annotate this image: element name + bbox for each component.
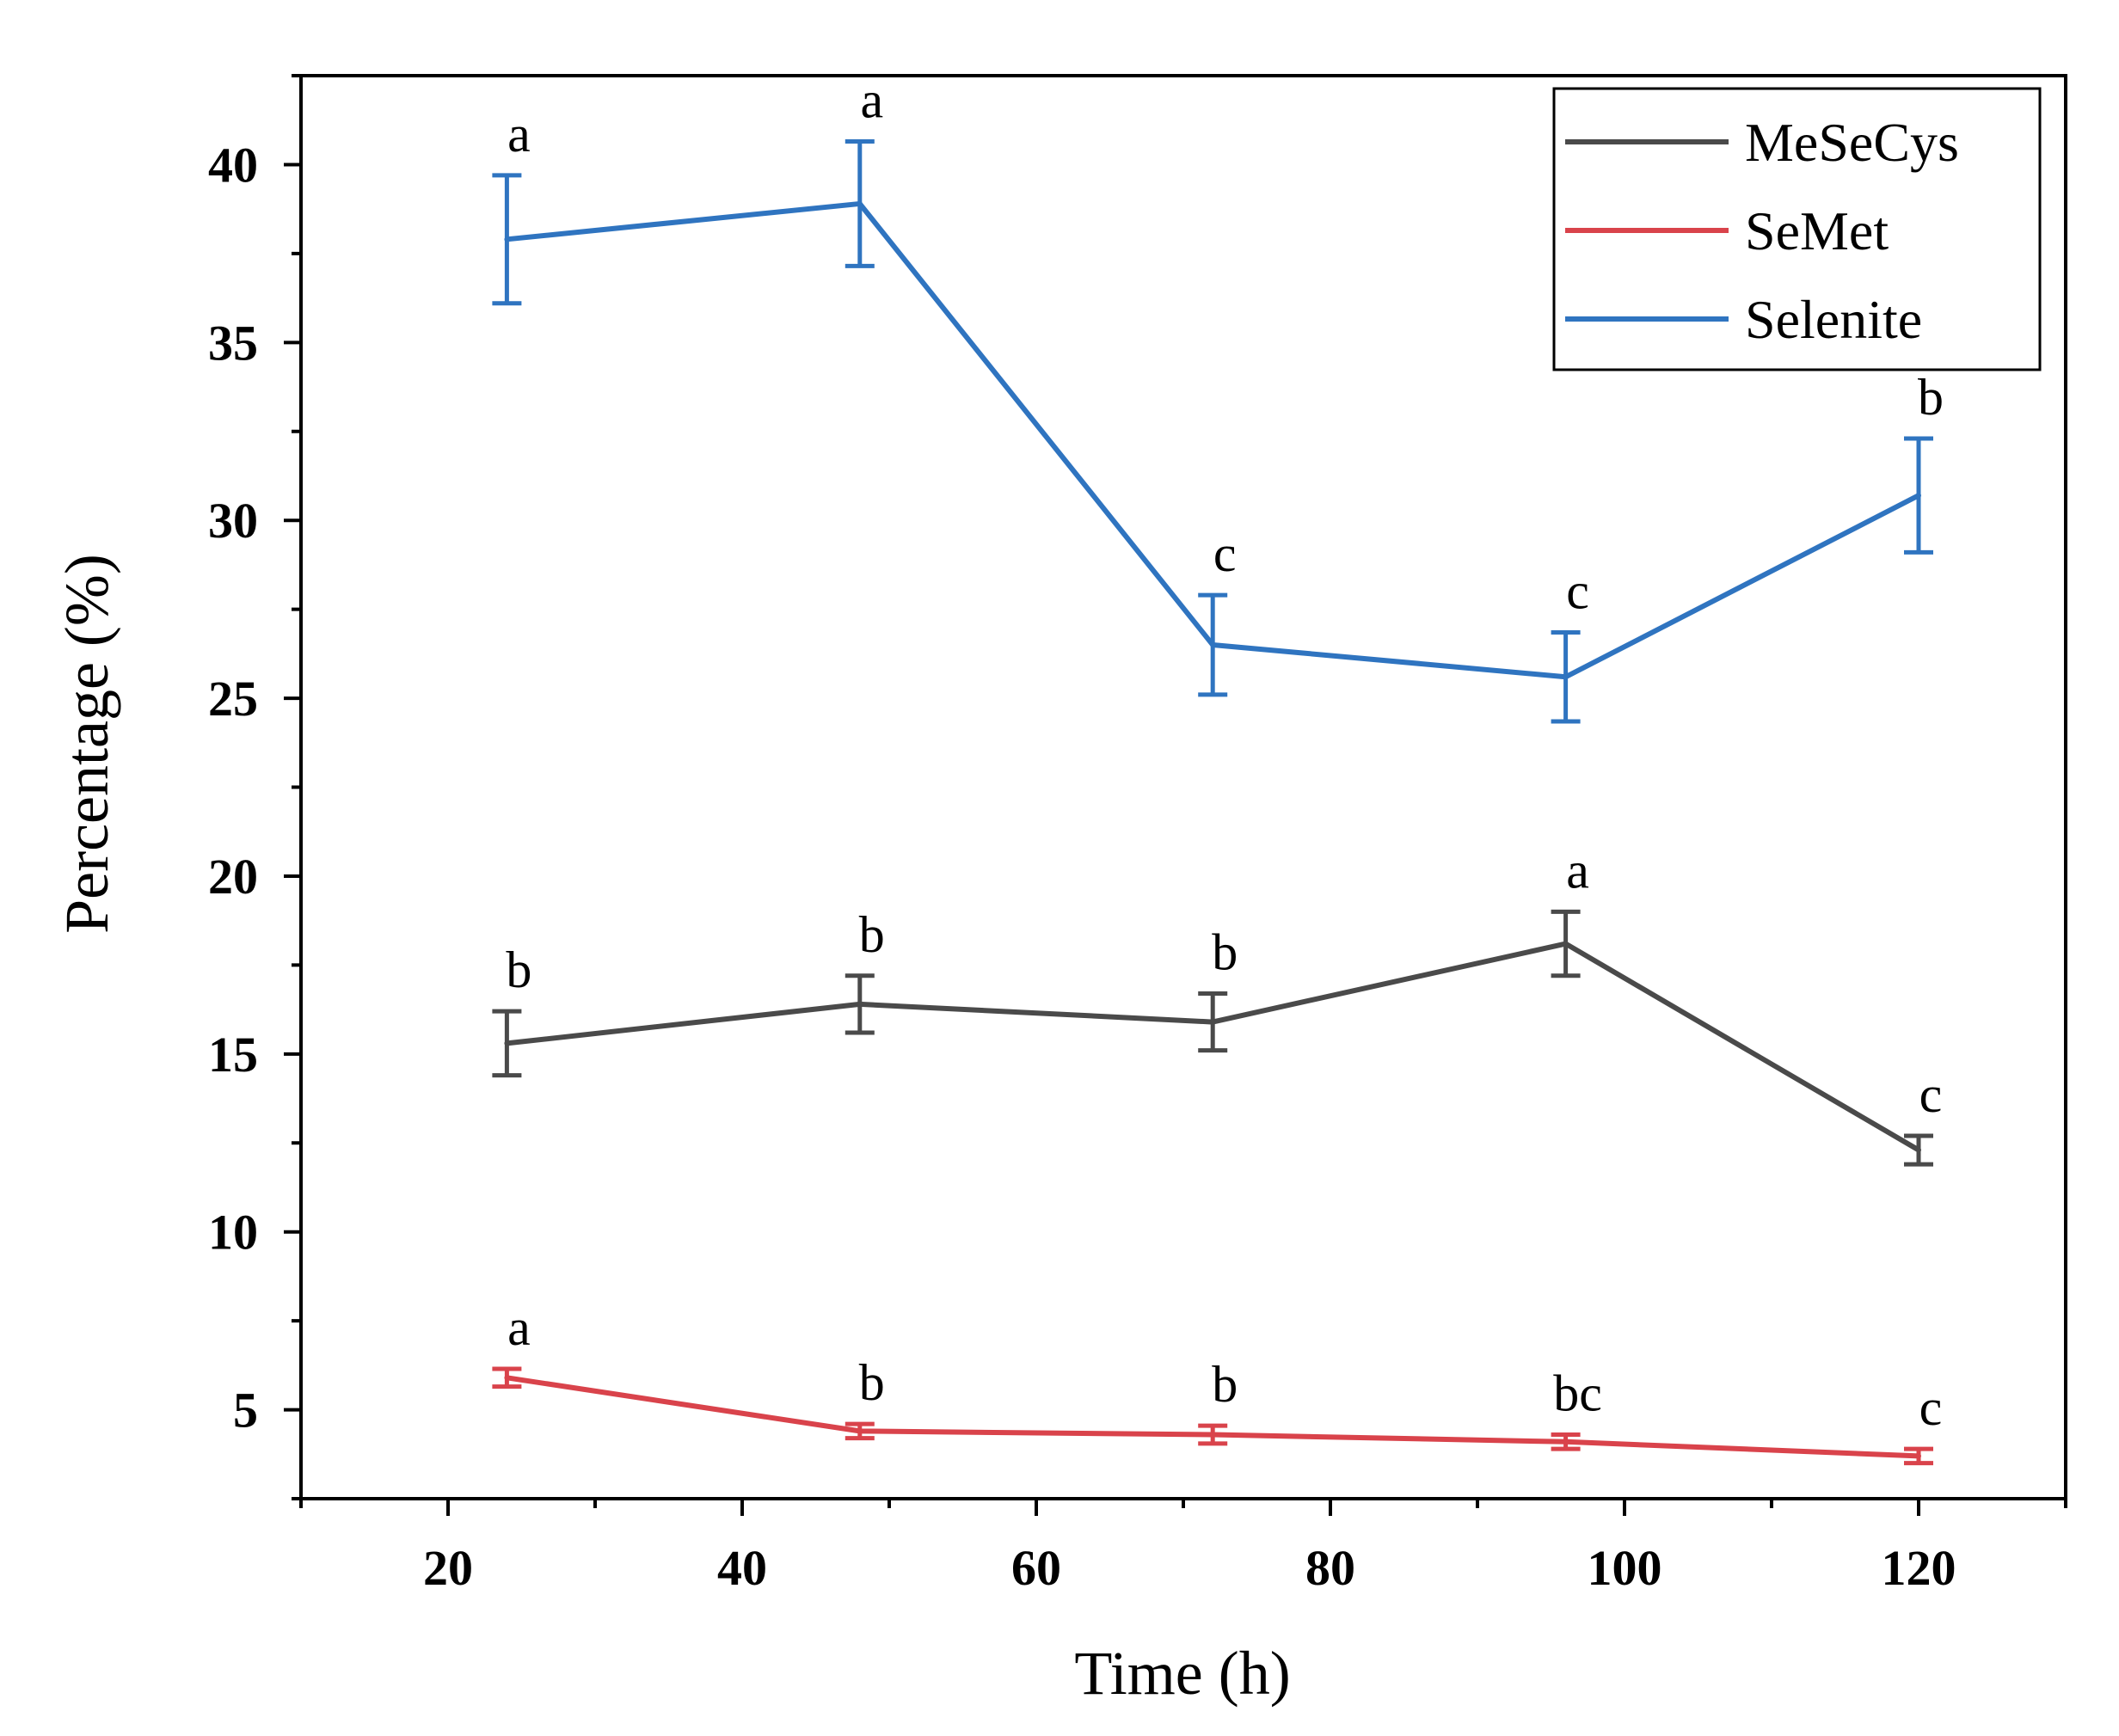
y-tick-label: 20: [208, 849, 258, 905]
legend-label: Selenite: [1745, 289, 1922, 350]
x-tick-label: 40: [717, 1540, 767, 1596]
data-point: [857, 1428, 863, 1434]
significance-label: b: [859, 906, 885, 963]
significance-label: b: [506, 942, 531, 998]
y-tick-label: 5: [233, 1383, 258, 1438]
y-tick-label: 30: [208, 493, 258, 549]
y-axis-title: Percentage (%): [52, 554, 121, 934]
series-mesecys: b b b a c: [492, 842, 1943, 1167]
data-point: [857, 1001, 863, 1007]
data-point: [1916, 1453, 1921, 1459]
significance-label: a: [507, 106, 531, 163]
data-point: [1210, 1019, 1216, 1025]
significance-label: c: [1919, 1379, 1943, 1436]
data-point: [1210, 1432, 1216, 1438]
significance-label: b: [1918, 369, 1944, 426]
series-selenite: a a c c b: [492, 72, 1944, 724]
y-tick-label: 10: [208, 1205, 258, 1261]
data-point: [504, 236, 510, 242]
x-axis-title: Time (h): [1074, 1639, 1290, 1708]
plot-marks: b b b a c a b b bc c a a c c b: [492, 72, 1944, 1466]
data-point: [1916, 493, 1921, 499]
legend: MeSeCys SeMet Selenite: [1552, 87, 2042, 371]
y-tick-label: 40: [208, 137, 258, 193]
legend-label: MeSeCys: [1745, 112, 1959, 173]
data-point: [504, 1040, 510, 1046]
data-point: [1563, 941, 1569, 947]
x-tick-label: 60: [1011, 1540, 1061, 1596]
data-point: [1210, 642, 1216, 647]
significance-label: a: [507, 1299, 531, 1356]
significance-label: bc: [1553, 1365, 1602, 1422]
data-point: [1916, 1147, 1921, 1153]
data-point: [504, 1375, 510, 1381]
significance-label: b: [1212, 1356, 1238, 1413]
significance-label: a: [1566, 842, 1589, 899]
x-tick-label: 120: [1882, 1540, 1956, 1596]
legend-label: SeMet: [1745, 200, 1889, 261]
y-tick-label: 15: [208, 1027, 258, 1083]
significance-label: b: [1212, 923, 1238, 980]
significance-label: c: [1213, 525, 1237, 582]
data-point: [1563, 1438, 1569, 1445]
significance-label: b: [859, 1354, 885, 1411]
y-tick-label: 35: [208, 315, 258, 371]
significance-label: c: [1566, 563, 1589, 620]
x-tick-label: 100: [1588, 1540, 1662, 1596]
x-tick-label: 20: [423, 1540, 473, 1596]
y-tick-label: 25: [208, 671, 258, 727]
series-semet: a b b bc c: [492, 1299, 1943, 1466]
data-point: [857, 200, 863, 206]
axes: 20 40 60 80 100 120 5 10 15 20 25 30 35 40: [208, 74, 2067, 1596]
data-point: [1563, 674, 1569, 680]
significance-label: a: [860, 72, 883, 129]
x-tick-label: 80: [1305, 1540, 1355, 1596]
significance-label: c: [1919, 1066, 1943, 1123]
